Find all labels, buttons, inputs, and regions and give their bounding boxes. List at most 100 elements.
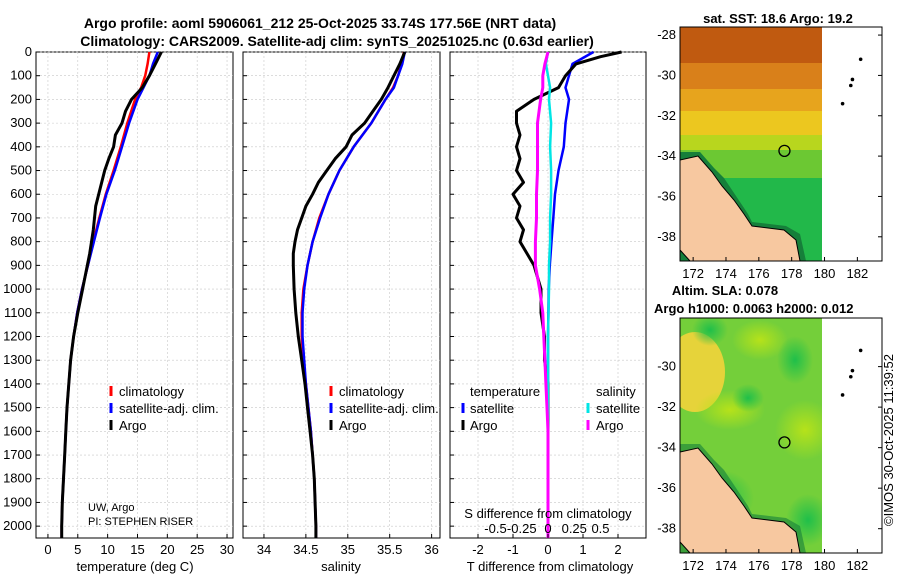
float-track-point xyxy=(840,101,845,106)
legend-s-satellite: satellite xyxy=(596,401,640,416)
y-tick-label: 1600 xyxy=(3,423,32,438)
legend-climatology: climatology xyxy=(119,384,185,399)
float-track-point xyxy=(858,57,863,62)
x-tick-label: 30 xyxy=(220,542,234,557)
sst-map-title: sat. SST: 18.6 Argo: 19.2 xyxy=(703,11,853,26)
legend-salinity-header: salinity xyxy=(596,384,636,399)
legend-t-satellite: satellite xyxy=(470,401,514,416)
map-y-tick-label: -34 xyxy=(657,148,676,163)
difference-xlabel: T difference from climatology xyxy=(467,559,634,574)
map-x-tick-label: 172 xyxy=(682,558,704,573)
y-tick-label: 1200 xyxy=(3,328,32,343)
float-track-point xyxy=(858,348,863,353)
top-tick-label: 0 xyxy=(544,521,551,536)
map-x-tick-label: 172 xyxy=(682,266,704,281)
x-tick-label: 2 xyxy=(614,542,621,557)
x-tick-label: 1 xyxy=(579,542,586,557)
sla-map-title: Altim. SLA: 0.078 xyxy=(672,283,778,298)
map-x-tick-label: 180 xyxy=(814,266,836,281)
map-x-tick-label: 182 xyxy=(847,558,869,573)
float-track-point xyxy=(850,368,855,373)
x-tick-label: 25 xyxy=(190,542,204,557)
x-tick-label: 34 xyxy=(257,542,271,557)
series-s-argo xyxy=(533,51,550,538)
x-tick-label: 10 xyxy=(100,542,114,557)
sla-map-image xyxy=(680,318,822,553)
top-tick-label: -0.5 xyxy=(484,521,506,536)
x-tick-label: -2 xyxy=(472,542,484,557)
y-tick-label: 1700 xyxy=(3,447,32,462)
map-x-tick-label: 180 xyxy=(814,558,836,573)
temperature-xlabel: temperature (deg C) xyxy=(76,559,193,574)
sst-map-image xyxy=(680,27,822,261)
map-x-tick-label: 178 xyxy=(781,558,803,573)
x-tick-label: 36 xyxy=(424,542,438,557)
title-line-1: Argo profile: aoml 5906061_212 25-Oct-20… xyxy=(84,15,556,31)
y-tick-label: 2000 xyxy=(3,518,32,533)
difference-top-xlabel: S difference from climatology xyxy=(464,506,632,521)
map-x-tick-label: 182 xyxy=(847,266,869,281)
float-track-point xyxy=(848,83,853,88)
y-tick-label: 1100 xyxy=(4,305,32,320)
sst-map-frame xyxy=(679,26,883,262)
map-x-tick-label: 178 xyxy=(781,266,803,281)
x-tick-label: 20 xyxy=(160,542,174,557)
y-tick-label: 100 xyxy=(10,68,32,83)
y-tick-label: 700 xyxy=(10,210,32,225)
x-tick-label: 0 xyxy=(544,542,551,557)
y-tick-label: 1400 xyxy=(3,376,32,391)
map-y-tick-label: -38 xyxy=(657,229,676,244)
float-track-point xyxy=(848,374,853,379)
map-y-tick-label: -38 xyxy=(657,521,676,536)
salinity-xlabel: salinity xyxy=(321,559,361,574)
x-tick-label: 35.5 xyxy=(377,542,402,557)
credit-line-2: PI: STEPHEN RISER xyxy=(88,516,193,528)
y-tick-label: 1800 xyxy=(3,471,32,486)
copyright-stamp: ©IMOS 30-Oct-2025 11:39:52 xyxy=(881,354,896,526)
map-y-tick-label: -30 xyxy=(657,359,676,374)
x-tick-label: 34.5 xyxy=(293,542,318,557)
legend-argo: Argo xyxy=(339,418,366,433)
map-y-tick-label: -36 xyxy=(657,480,676,495)
legend-s-argo: Argo xyxy=(596,418,623,433)
y-tick-label: 1900 xyxy=(3,494,32,509)
map-x-tick-label: 174 xyxy=(715,558,737,573)
salinity-legend: climatology satellite-adj. clim. Argo xyxy=(329,384,439,433)
series-argo xyxy=(60,51,163,538)
sla-map-subtitle: Argo h1000: 0.0063 h2000: 0.012 xyxy=(654,301,853,316)
map-y-tick-label: -28 xyxy=(657,27,676,42)
sla-map-frame xyxy=(679,317,883,554)
x-tick-label: 0 xyxy=(44,542,51,557)
y-tick-label: 1000 xyxy=(3,281,32,296)
x-tick-label: 5 xyxy=(74,542,81,557)
top-tick-label: 0.25 xyxy=(562,521,587,536)
y-tick-label: 0 xyxy=(25,44,32,59)
x-tick-label: 35 xyxy=(341,542,355,557)
legend-temperature-header: temperature xyxy=(470,384,540,399)
map-y-tick-label: -32 xyxy=(657,108,676,123)
legend-satellite-adj: satellite-adj. clim. xyxy=(339,401,439,416)
y-tick-label: 400 xyxy=(10,139,32,154)
top-tick-label: -0.25 xyxy=(507,521,537,536)
map-y-tick-label: -30 xyxy=(657,67,676,82)
argo-position-marker xyxy=(778,436,791,449)
legend-satellite-adj: satellite-adj. clim. xyxy=(119,401,219,416)
legend-t-argo: Argo xyxy=(470,418,497,433)
float-track-point xyxy=(840,393,845,397)
float-track-point xyxy=(850,77,855,82)
y-tick-label: 900 xyxy=(10,257,32,272)
y-tick-label: 300 xyxy=(10,115,32,130)
map-y-tick-label: -36 xyxy=(657,188,676,203)
title-line-2: Climatology: CARS2009. Satellite-adj cli… xyxy=(80,33,594,49)
map-y-tick-label: -34 xyxy=(657,440,676,455)
temperature-panel xyxy=(35,51,234,539)
x-tick-label: -1 xyxy=(507,542,519,557)
salinity-panel xyxy=(242,51,441,539)
y-tick-label: 1500 xyxy=(3,400,32,415)
legend-argo: Argo xyxy=(119,418,146,433)
y-tick-label: 1300 xyxy=(3,352,32,367)
top-tick-label: 0.5 xyxy=(591,521,609,536)
map-y-tick-label: -32 xyxy=(657,399,676,414)
y-tick-label: 500 xyxy=(10,163,32,178)
legend-climatology: climatology xyxy=(339,384,405,399)
